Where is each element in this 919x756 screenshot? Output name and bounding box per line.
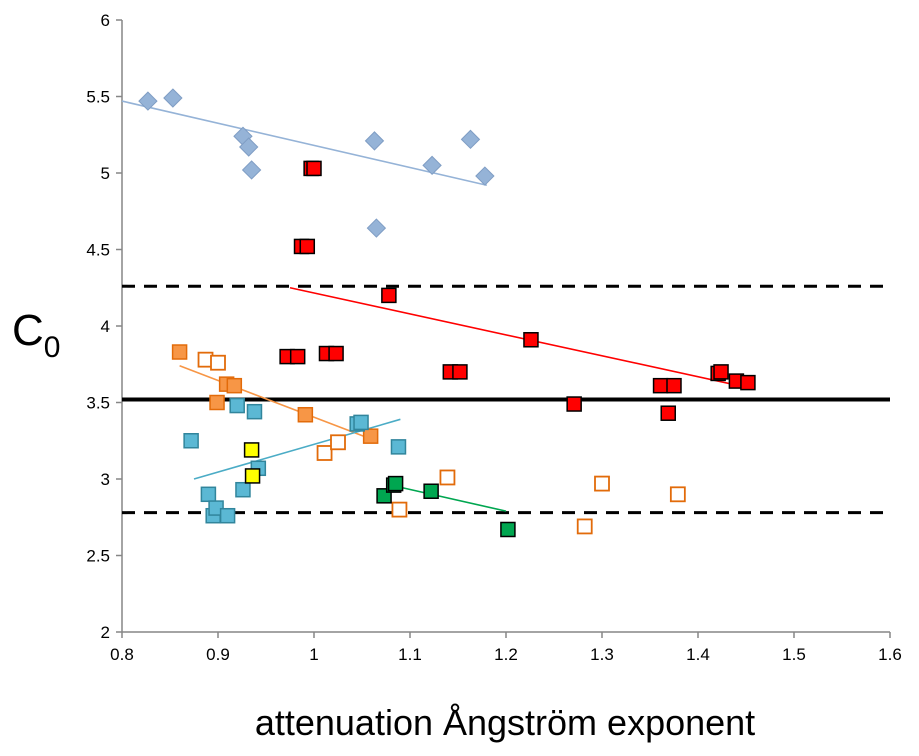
- diamond-point: [475, 166, 495, 186]
- square-point: [209, 394, 225, 411]
- x-tick-label: 1.3: [590, 645, 614, 664]
- x-tick-label: 0.8: [110, 645, 134, 664]
- square-point: [362, 428, 379, 444]
- square-point: [299, 238, 316, 255]
- y-axis-title-main: C: [12, 306, 44, 355]
- square-point: [576, 518, 593, 535]
- square-point: [229, 397, 245, 414]
- x-tick-label: 1: [309, 645, 318, 664]
- square-point: [390, 439, 407, 455]
- square-point: [330, 434, 346, 451]
- square-point: [669, 486, 686, 503]
- square-point: [289, 348, 306, 365]
- square-point: [652, 377, 669, 394]
- y-tick-label: 5.5: [86, 88, 110, 107]
- y-axis-title-subscript: 0: [44, 331, 61, 364]
- square-point: [523, 332, 539, 348]
- reference-lines: [122, 284, 890, 515]
- square-point: [381, 287, 397, 304]
- trend-line: [193, 418, 401, 480]
- axis-labels: attenuation Ångström exponent C0: [12, 306, 755, 743]
- square-point: [210, 354, 226, 371]
- diamond-point: [241, 160, 262, 180]
- y-tick-label: 4.5: [86, 241, 110, 260]
- square-point: [439, 469, 456, 486]
- y-tick-label: 4: [101, 317, 110, 336]
- trend-line: [390, 484, 507, 512]
- diamond-point: [422, 155, 442, 176]
- x-tick-label: 1.5: [782, 645, 806, 664]
- y-tick-label: 5: [101, 164, 110, 183]
- trend-line: [179, 365, 372, 440]
- data-points: [138, 88, 756, 538]
- square-point: [235, 481, 251, 498]
- square-point: [500, 521, 516, 538]
- x-axis-title: attenuation Ångström exponent: [255, 702, 755, 743]
- x-tick-label: 1.2: [494, 645, 518, 664]
- square-point: [391, 501, 408, 518]
- square-point: [740, 374, 756, 391]
- diamond-point: [366, 218, 387, 238]
- square-point: [243, 442, 260, 458]
- square-point: [328, 345, 344, 362]
- square-point: [297, 406, 314, 423]
- x-tick-label: 0.9: [206, 645, 230, 664]
- trend-line: [121, 100, 487, 187]
- y-tick-label: 2.5: [86, 547, 110, 566]
- square-point: [594, 475, 610, 492]
- diamond-point: [163, 88, 183, 108]
- square-point: [452, 364, 468, 380]
- square-point: [660, 405, 676, 421]
- square-point: [246, 403, 263, 420]
- diamond-point: [364, 131, 385, 151]
- y-tick-label: 3: [101, 470, 110, 489]
- axes: 2 2.5 3 3.5 4 4.5 5 5.5 6 0.8 0.9 1 1.1 1.2 1.3 1.4 1.5 1…: [86, 11, 901, 664]
- y-tick-label: 2: [101, 623, 110, 642]
- square-point: [666, 377, 682, 394]
- square-point: [244, 468, 261, 484]
- y-tick-label: 6: [101, 11, 110, 30]
- x-tick-label: 1.1: [398, 645, 422, 664]
- diamond-point: [138, 91, 158, 111]
- square-point: [353, 414, 369, 431]
- square-point: [306, 160, 322, 177]
- square-point: [183, 433, 199, 449]
- square-point: [316, 445, 333, 461]
- square-point: [200, 486, 217, 503]
- square-point: [387, 475, 404, 492]
- square-point: [566, 396, 582, 412]
- y-axis-title: C0: [12, 306, 60, 364]
- x-tick-label: 1.6: [878, 645, 902, 664]
- square-point: [171, 344, 188, 360]
- square-point: [219, 507, 236, 524]
- diamond-point: [460, 129, 481, 150]
- y-tick-label: 3.5: [86, 394, 110, 413]
- square-point: [713, 364, 729, 380]
- trend-line: [289, 286, 747, 388]
- diamond-point: [239, 137, 259, 157]
- x-tick-label: 1.4: [686, 645, 710, 664]
- square-point: [226, 377, 243, 394]
- square-point: [423, 483, 439, 499]
